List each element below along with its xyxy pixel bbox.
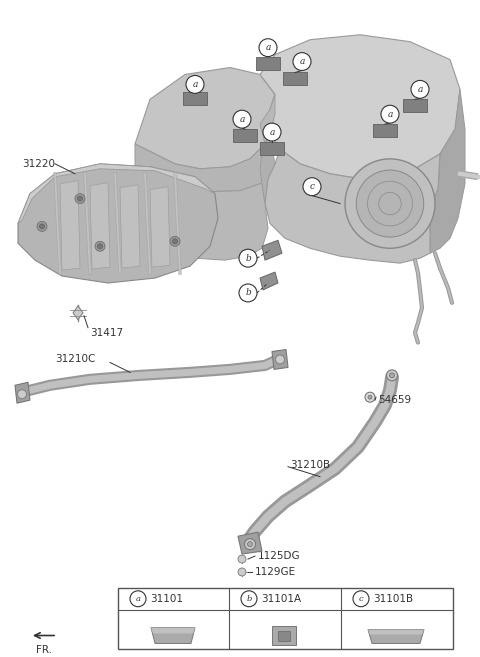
- Text: a: a: [265, 43, 271, 52]
- Text: c: c: [359, 595, 363, 602]
- Circle shape: [241, 591, 257, 606]
- Polygon shape: [183, 93, 207, 105]
- Polygon shape: [260, 95, 275, 144]
- Polygon shape: [90, 183, 110, 269]
- Text: a: a: [269, 127, 275, 137]
- Circle shape: [95, 241, 105, 251]
- Polygon shape: [368, 629, 424, 643]
- Circle shape: [381, 105, 399, 123]
- Circle shape: [353, 591, 369, 606]
- Text: 31220: 31220: [22, 159, 55, 169]
- Polygon shape: [403, 99, 427, 112]
- Polygon shape: [260, 134, 275, 204]
- Circle shape: [17, 390, 26, 399]
- Circle shape: [37, 221, 47, 231]
- Text: 31101A: 31101A: [261, 594, 301, 604]
- Polygon shape: [150, 187, 170, 267]
- Text: b: b: [246, 595, 252, 602]
- Circle shape: [356, 170, 424, 237]
- Text: 1125DG: 1125DG: [258, 551, 300, 561]
- Circle shape: [259, 39, 277, 57]
- Text: b: b: [245, 288, 251, 298]
- Polygon shape: [118, 588, 453, 649]
- Polygon shape: [120, 185, 140, 268]
- Circle shape: [368, 396, 372, 399]
- Circle shape: [239, 284, 257, 302]
- Polygon shape: [238, 532, 262, 554]
- Polygon shape: [272, 625, 296, 645]
- Polygon shape: [260, 35, 460, 179]
- Circle shape: [186, 76, 204, 93]
- Text: a: a: [192, 80, 198, 89]
- Text: a: a: [300, 57, 305, 66]
- Polygon shape: [135, 68, 275, 169]
- Circle shape: [276, 355, 285, 364]
- Circle shape: [233, 110, 251, 128]
- Circle shape: [172, 238, 178, 244]
- Polygon shape: [73, 306, 83, 320]
- Text: a: a: [240, 115, 245, 124]
- Circle shape: [248, 541, 252, 547]
- Circle shape: [75, 194, 85, 204]
- Circle shape: [365, 392, 375, 402]
- Circle shape: [411, 80, 429, 99]
- Text: a: a: [417, 85, 423, 94]
- Circle shape: [239, 249, 257, 267]
- Circle shape: [389, 373, 395, 378]
- Polygon shape: [135, 144, 270, 192]
- Polygon shape: [283, 72, 307, 85]
- Polygon shape: [18, 164, 215, 223]
- Circle shape: [77, 196, 83, 201]
- Polygon shape: [233, 129, 257, 142]
- Polygon shape: [272, 350, 288, 369]
- Polygon shape: [130, 169, 268, 260]
- Polygon shape: [18, 164, 218, 283]
- Circle shape: [345, 159, 435, 248]
- Circle shape: [293, 53, 311, 70]
- Circle shape: [263, 123, 281, 141]
- Polygon shape: [260, 272, 278, 290]
- Polygon shape: [151, 627, 195, 633]
- Circle shape: [244, 539, 255, 550]
- Text: b: b: [245, 254, 251, 263]
- Polygon shape: [278, 631, 290, 641]
- Circle shape: [39, 224, 45, 229]
- Circle shape: [238, 568, 246, 576]
- Circle shape: [130, 591, 146, 606]
- Circle shape: [238, 555, 246, 563]
- Polygon shape: [260, 142, 284, 155]
- Text: 31101: 31101: [150, 594, 183, 604]
- Polygon shape: [373, 124, 397, 137]
- Polygon shape: [256, 57, 280, 70]
- Circle shape: [97, 244, 103, 249]
- Text: a: a: [387, 110, 393, 119]
- Polygon shape: [151, 627, 195, 643]
- Circle shape: [386, 370, 397, 381]
- Polygon shape: [265, 149, 440, 263]
- Text: a: a: [135, 595, 141, 602]
- Text: 1129GE: 1129GE: [255, 567, 296, 577]
- Text: 31210B: 31210B: [290, 460, 330, 470]
- Text: 31210C: 31210C: [55, 355, 96, 365]
- Polygon shape: [430, 89, 465, 253]
- Text: 31101B: 31101B: [373, 594, 413, 604]
- Circle shape: [303, 178, 321, 196]
- Text: 31417: 31417: [90, 328, 123, 338]
- Polygon shape: [368, 629, 424, 635]
- Circle shape: [170, 237, 180, 246]
- Polygon shape: [60, 181, 80, 270]
- Polygon shape: [15, 382, 30, 403]
- Text: FR.: FR.: [36, 645, 52, 656]
- Polygon shape: [262, 240, 282, 260]
- Text: c: c: [310, 182, 314, 191]
- Text: 54659: 54659: [378, 395, 411, 405]
